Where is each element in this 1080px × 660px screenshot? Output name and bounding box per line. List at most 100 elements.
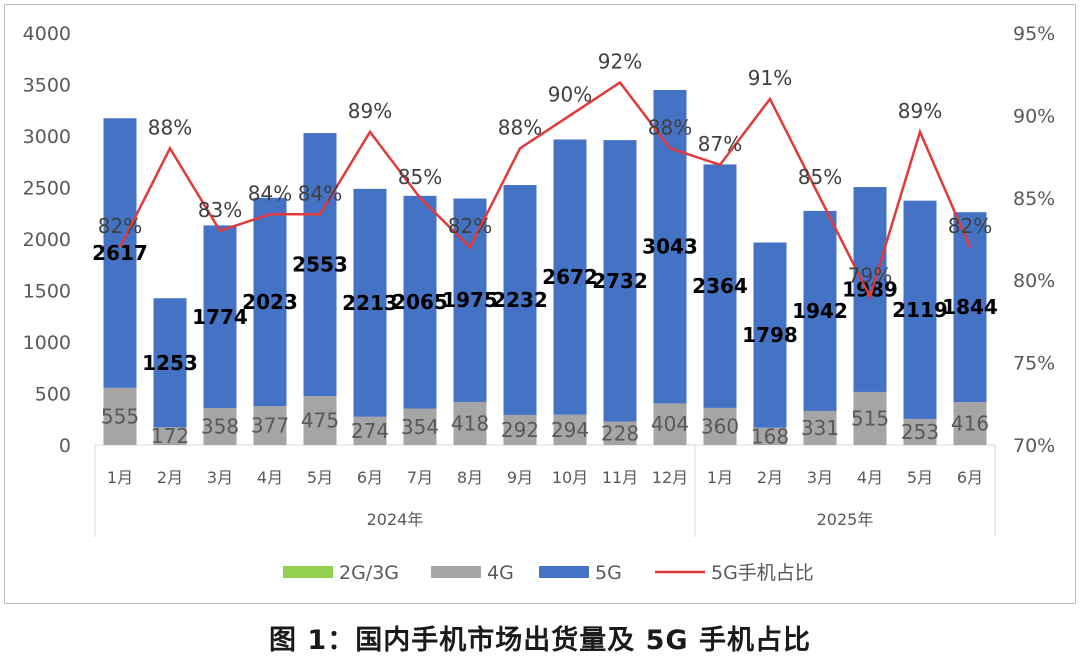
label-5g-share: 91% [748, 66, 792, 90]
bar-5g [403, 195, 437, 409]
label-4g: 228 [601, 421, 639, 445]
label-5g: 1942 [792, 299, 848, 323]
bar-4g [903, 418, 937, 445]
y-left-tick: 0 [59, 435, 71, 457]
bar-4g [853, 391, 887, 445]
bar-4g [603, 421, 637, 445]
label-5g: 2732 [592, 269, 648, 293]
bar-5g [453, 198, 487, 402]
line-5g-share [118, 80, 972, 301]
label-5g: 3043 [642, 235, 698, 259]
label-5g: 2553 [292, 253, 348, 277]
label-5g: 1253 [142, 351, 198, 375]
bar-4g [253, 406, 287, 445]
label-5g-share: 88% [648, 115, 692, 139]
bar-4g [453, 401, 487, 445]
x-category-label: 3月 [807, 468, 833, 487]
bar-4g [203, 408, 237, 445]
x-category-label: 10月 [552, 468, 588, 487]
label-4g: 418 [451, 411, 489, 435]
label-5g: 2119 [892, 298, 948, 322]
label-4g: 555 [101, 404, 139, 428]
label-4g: 358 [201, 415, 239, 439]
label-4g: 253 [901, 420, 939, 444]
legend-5g-share-label: 5G手机占比 [711, 562, 814, 584]
bar-5g [303, 133, 337, 397]
chart-caption: 图 1：国内手机市场出货量及 5G 手机占比 [269, 625, 811, 656]
y-right-tick: 95% [1013, 23, 1055, 45]
bar-5g [653, 89, 687, 404]
shipment-chart: 0 500 1000 1500 2000 2500 3000 3500 4000 70% 75% 80… [23, 23, 1056, 584]
y-left-tick: 3000 [23, 126, 71, 148]
label-5g-share: 84% [298, 181, 342, 205]
label-5g: 2023 [242, 290, 298, 314]
label-5g: 2213 [342, 291, 398, 315]
label-5g-share: 82% [98, 214, 142, 238]
label-5g: 2672 [542, 265, 598, 289]
bar-4g [153, 427, 187, 445]
x-category-label: 6月 [357, 468, 383, 487]
bar-5g [103, 118, 137, 388]
x-category-label: 1月 [107, 468, 133, 487]
label-5g-share: 83% [198, 198, 242, 222]
y-left-tick: 3500 [23, 75, 71, 97]
label-4g: 168 [751, 424, 789, 448]
bar-4g [103, 387, 137, 445]
label-5g-share: 92% [598, 49, 642, 73]
label-5g: 1844 [942, 295, 998, 319]
label-4g: 331 [801, 416, 839, 440]
label-5g: 1798 [742, 323, 798, 347]
label-5g-share: 87% [698, 132, 742, 156]
y-left-tick: 2500 [23, 178, 71, 200]
y-right-tick: 70% [1013, 435, 1055, 457]
legend-4g-swatch [431, 566, 481, 578]
label-4g: 274 [351, 419, 389, 443]
x-category-label: 7月 [407, 468, 433, 487]
y-left-tick: 2000 [23, 229, 71, 251]
bar-4g [753, 427, 787, 445]
label-5g-share: 82% [948, 214, 992, 238]
label-5g-share: 82% [448, 214, 492, 238]
bar-4g [953, 402, 987, 445]
label-5g: 2364 [692, 274, 748, 298]
x-category-label: 2月 [157, 468, 183, 487]
label-4g: 475 [301, 409, 339, 433]
x-category-label: 8月 [457, 468, 483, 487]
x-category-label: 1月 [707, 468, 733, 487]
bar-5g [803, 210, 837, 411]
y-right-tick: 80% [1013, 270, 1055, 292]
x-category-label: 9月 [507, 468, 533, 487]
legend-2g3g-swatch [283, 566, 333, 578]
bar-4g [303, 396, 337, 445]
bar-5g [753, 242, 787, 428]
bar-5g [203, 225, 237, 409]
label-4g: 515 [851, 406, 889, 430]
y-left-tick: 1000 [23, 332, 71, 354]
label-4g: 416 [951, 412, 989, 436]
bar-5g [153, 298, 187, 428]
label-5g-share: 88% [498, 115, 542, 139]
label-5g-share: 90% [548, 82, 592, 106]
label-5g: 1975 [442, 288, 498, 312]
label-5g: 2232 [492, 288, 548, 312]
x-category-label: 6月 [957, 468, 983, 487]
bar-5g [503, 185, 537, 415]
bar-4g [403, 408, 437, 445]
bar-4g [353, 416, 387, 445]
label-5g: 2065 [392, 290, 448, 314]
bar-5g [253, 197, 287, 407]
y-left-tick: 1500 [23, 281, 71, 303]
label-5g-share: 85% [798, 165, 842, 189]
bar-4g [803, 410, 837, 445]
label-4g: 360 [701, 414, 739, 438]
x-year-label: 2024年 [367, 510, 424, 529]
y-left-tick: 500 [35, 384, 71, 406]
bar-5g [603, 140, 637, 422]
x-category-label: 4月 [857, 468, 883, 487]
label-5g: 1774 [192, 305, 248, 329]
bar-5g [953, 212, 987, 403]
y-left-tick: 4000 [23, 23, 71, 45]
y-right-tick: 85% [1013, 188, 1055, 210]
label-5g-share: 89% [348, 99, 392, 123]
bar-5g [703, 164, 737, 408]
